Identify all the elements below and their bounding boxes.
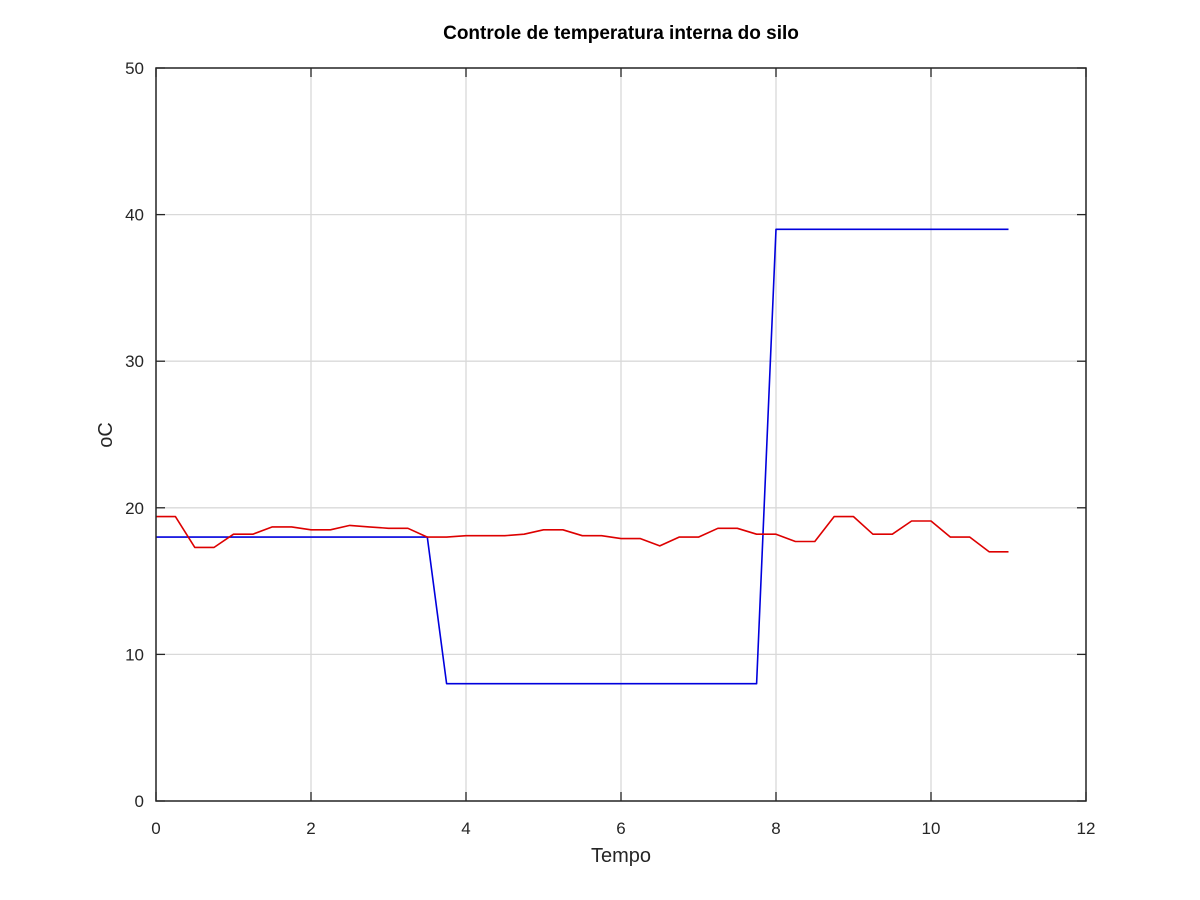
series-layer	[156, 228, 1009, 685]
series-line-2	[156, 515, 1009, 553]
x-tick-label: 8	[771, 819, 780, 838]
y-tick-label: 50	[125, 59, 144, 78]
y-tick-label: 0	[135, 792, 144, 811]
x-tick-label: 10	[922, 819, 941, 838]
series-line-1	[156, 228, 1009, 685]
x-tick-label: 4	[461, 819, 470, 838]
x-tick-label: 12	[1077, 819, 1096, 838]
y-tick-label: 20	[125, 499, 144, 518]
axis-ticks	[155, 67, 1087, 802]
y-tick-label: 30	[125, 352, 144, 371]
x-tick-label: 2	[306, 819, 315, 838]
chart-title: Controle de temperatura interna do silo	[443, 23, 799, 44]
x-tick-label: 6	[616, 819, 625, 838]
x-tick-label: 0	[151, 819, 160, 838]
y-tick-label: 10	[125, 645, 144, 664]
tick-labels: 0 2 4 6 8 10 12 0 10 20 30 40 50	[125, 59, 1095, 838]
x-axis-label: Tempo	[591, 845, 651, 867]
y-tick-label: 40	[125, 206, 144, 225]
y-axis-label: oC	[95, 422, 117, 448]
